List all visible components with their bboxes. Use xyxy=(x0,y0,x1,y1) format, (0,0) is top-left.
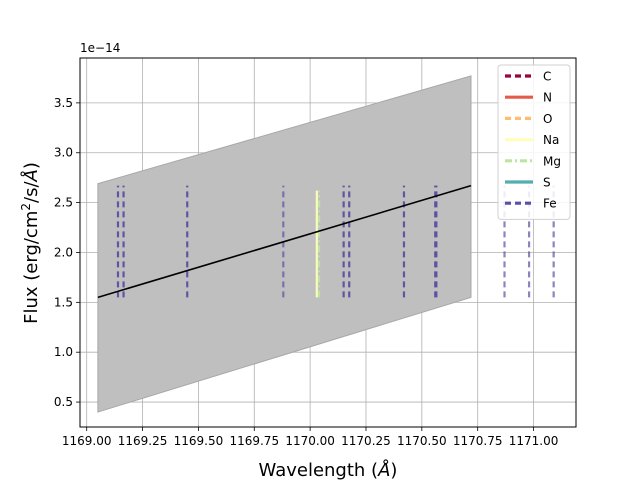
x-tick-label: 1171.00 xyxy=(509,434,559,448)
confidence-band xyxy=(97,75,472,413)
x-tick-label: 1169.75 xyxy=(229,434,279,448)
legend-label-fe: Fe xyxy=(543,197,557,211)
confidence-band-layer xyxy=(97,75,472,413)
legend-label-o: O xyxy=(543,112,552,126)
x-tick-label: 1170.25 xyxy=(341,434,391,448)
y-tick-label: 3.5 xyxy=(54,96,73,110)
y-tick-label: 2.5 xyxy=(54,196,73,210)
x-axis-ticks: 1169.00 1169.25 1169.50 1169.75 1170.00 1170.… xyxy=(62,427,558,448)
offset-text: 1e−14 xyxy=(80,41,120,55)
legend-label-n: N xyxy=(543,91,552,105)
legend-label-mg: Mg xyxy=(543,154,561,168)
fit-line xyxy=(97,184,472,299)
y-tick-label: 1.0 xyxy=(54,345,73,359)
plot-frame xyxy=(79,57,577,428)
x-axis-label: Wavelength (Å) xyxy=(259,459,398,480)
y-tick-label: 1.5 xyxy=(54,295,73,309)
y-tick-label: 3.0 xyxy=(54,146,73,160)
y-axis-label: Flux (erg/cm2/s/Å) xyxy=(19,162,42,324)
legend-label-c: C xyxy=(543,70,551,84)
x-tick-label: 1169.00 xyxy=(62,434,112,448)
legend-label-s: S xyxy=(543,176,551,190)
y-tick-label: 2.0 xyxy=(54,245,73,259)
x-tick-label: 1169.50 xyxy=(174,434,224,448)
y-axis-ticks: 0.5 1.0 1.5 2.0 2.5 3.0 3.5 xyxy=(54,96,80,409)
legend-label-na: Na xyxy=(543,133,559,147)
y-tick-label: 0.5 xyxy=(54,395,73,409)
legend: CNO Na Mg S Fe xyxy=(497,64,571,220)
x-tick-label: 1170.00 xyxy=(285,434,335,448)
x-tick-label: 1170.50 xyxy=(397,434,447,448)
fit-line-layer xyxy=(97,184,472,299)
x-tick-label: 1170.75 xyxy=(453,434,503,448)
x-tick-label: 1169.25 xyxy=(118,434,168,448)
